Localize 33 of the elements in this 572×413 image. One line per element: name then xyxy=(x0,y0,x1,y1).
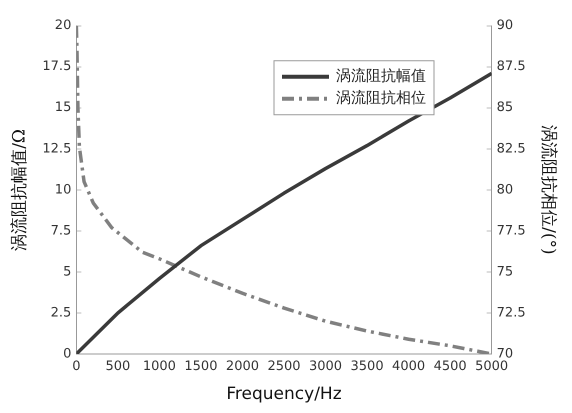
y-tick-label: 5 xyxy=(63,264,72,280)
y2-tick-label: 80 xyxy=(496,182,514,198)
y-tick-label: 12.5 xyxy=(42,141,72,156)
y-tick-label: 15 xyxy=(54,100,72,116)
y2-tick-label: 77.5 xyxy=(496,223,526,238)
x-tick-label: 4500 xyxy=(434,359,467,374)
y2-tick-label: 90 xyxy=(496,18,514,34)
y-tick-label: 0 xyxy=(63,346,72,362)
x-axis-title: Frequency/Hz xyxy=(226,384,342,404)
y-tick-label: 2.5 xyxy=(50,305,72,320)
y2-axis-title: 涡流阻抗相位/(°) xyxy=(538,125,558,255)
y-tick-label: 20 xyxy=(54,18,72,34)
y-tick-label: 10 xyxy=(54,182,72,198)
y2-tick-label: 70 xyxy=(496,346,514,362)
y2-tick-label: 75 xyxy=(496,264,514,280)
x-tick-label: 1500 xyxy=(184,359,218,374)
x-tick-label: 5000 xyxy=(475,359,508,374)
x-tick-label: 4000 xyxy=(392,359,426,374)
x-tick-label: 500 xyxy=(105,359,130,374)
y-axis-title: 涡流阻抗幅值/Ω xyxy=(10,128,30,251)
x-tick-label: 1000 xyxy=(142,359,176,374)
x-tick-label: 2000 xyxy=(226,359,260,374)
y-tick-label: 7.5 xyxy=(50,223,72,238)
y2-tick-label: 82.5 xyxy=(496,141,526,156)
x-tick-label: 3000 xyxy=(308,359,342,374)
y2-tick-label: 85 xyxy=(496,100,514,116)
y2-tick-label: 87.5 xyxy=(496,59,526,74)
legend-label: 涡流阻抗幅值 xyxy=(336,66,426,85)
legend-label: 涡流阻抗相位 xyxy=(336,88,426,107)
x-tick-label: 2500 xyxy=(267,359,301,374)
x-tick-label: 3500 xyxy=(350,359,384,374)
y2-tick-label: 72.5 xyxy=(496,305,526,320)
y-tick-label: 17.5 xyxy=(42,59,72,74)
